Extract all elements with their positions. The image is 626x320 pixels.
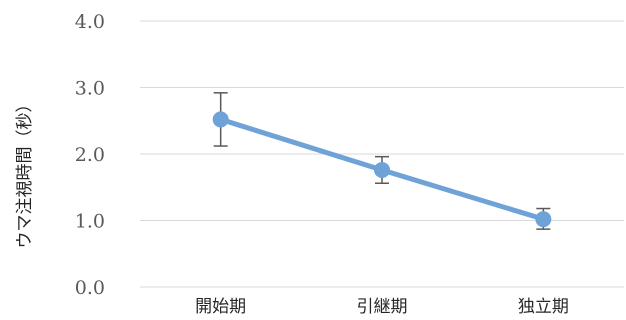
y-tick-label: 2.0 xyxy=(75,144,105,166)
gridlines xyxy=(140,20,624,288)
y-tick-label: 0.0 xyxy=(75,277,105,299)
y-tick-label: 1.0 xyxy=(75,211,105,233)
series-line xyxy=(212,111,552,228)
x-tick-label: 開始期 xyxy=(195,297,246,317)
data-point xyxy=(374,161,390,178)
x-axis-categories: 開始期 引継期 独立期 xyxy=(195,297,569,317)
data-point xyxy=(535,211,552,228)
data-point xyxy=(212,111,229,128)
y-axis-ticks: 0.0 1.0 2.0 3.0 4.0 xyxy=(75,11,105,299)
x-tick-label: 独立期 xyxy=(518,297,569,317)
y-axis-label: ウマ注視時間（秒） xyxy=(15,96,35,249)
y-tick-label: 4.0 xyxy=(75,11,105,33)
x-tick-label: 引継期 xyxy=(357,297,408,317)
error-bars xyxy=(213,92,551,230)
y-tick-label: 3.0 xyxy=(75,78,105,100)
